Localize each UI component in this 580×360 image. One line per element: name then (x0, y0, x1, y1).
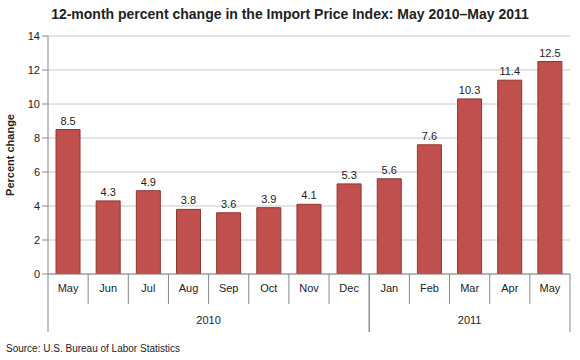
svg-text:Percent change: Percent change (8, 114, 16, 196)
svg-text:Jun: Jun (99, 282, 117, 294)
svg-text:12: 12 (28, 64, 40, 76)
svg-text:10.3: 10.3 (459, 84, 480, 96)
svg-text:Jan: Jan (380, 282, 398, 294)
svg-text:3.9: 3.9 (261, 193, 276, 205)
svg-text:2: 2 (34, 234, 40, 246)
svg-text:14: 14 (28, 30, 40, 42)
html-text:Source: U.S. Bureau of Labor S: Source: U.S. Bureau of Labor Statistics (6, 343, 180, 354)
svg-text:May: May (58, 282, 79, 294)
html-text:12-month percent change in the: 12-month percent change in the Import Pr… (51, 6, 529, 22)
svg-text:4: 4 (34, 200, 40, 212)
svg-text:11.4: 11.4 (499, 65, 520, 77)
svg-text:Feb: Feb (420, 282, 439, 294)
svg-text:4.3: 4.3 (101, 186, 116, 198)
svg-text:2010: 2010 (196, 314, 220, 326)
svg-text:Jul: Jul (141, 282, 155, 294)
svg-text:6: 6 (34, 166, 40, 178)
svg-text:3.6: 3.6 (221, 198, 236, 210)
svg-text:Oct: Oct (260, 282, 277, 294)
svg-text:4.9: 4.9 (141, 176, 156, 188)
svg-text:7.6: 7.6 (422, 130, 437, 142)
svg-text:2011: 2011 (458, 314, 482, 326)
svg-text:0: 0 (34, 268, 40, 280)
svg-text:3.8: 3.8 (181, 194, 196, 206)
svg-text:12.5: 12.5 (539, 47, 560, 59)
svg-text:Dec: Dec (339, 282, 359, 294)
svg-text:4.1: 4.1 (301, 189, 316, 201)
svg-text:Mar: Mar (460, 282, 479, 294)
svg-text:10: 10 (28, 98, 40, 110)
svg-text:5.3: 5.3 (341, 169, 356, 181)
svg-text:Aug: Aug (179, 282, 199, 294)
svg-text:Sep: Sep (219, 282, 239, 294)
svg-text:Apr: Apr (501, 282, 518, 294)
svg-text:8.5: 8.5 (60, 115, 75, 127)
svg-text:5.6: 5.6 (382, 164, 397, 176)
svg-text:May: May (540, 282, 561, 294)
svg-text:Nov: Nov (299, 282, 319, 294)
svg-text:8: 8 (34, 132, 40, 144)
